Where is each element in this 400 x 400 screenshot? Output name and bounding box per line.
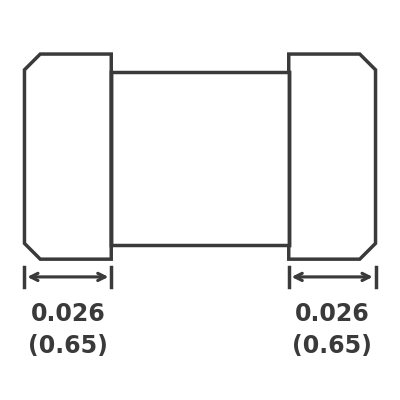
Polygon shape <box>24 54 111 259</box>
Text: (0.65): (0.65) <box>28 334 108 358</box>
Text: 0.026: 0.026 <box>295 302 370 326</box>
Bar <box>111 72 289 245</box>
Text: (0.65): (0.65) <box>292 334 372 358</box>
Text: 0.026: 0.026 <box>30 302 105 326</box>
Polygon shape <box>289 54 376 259</box>
